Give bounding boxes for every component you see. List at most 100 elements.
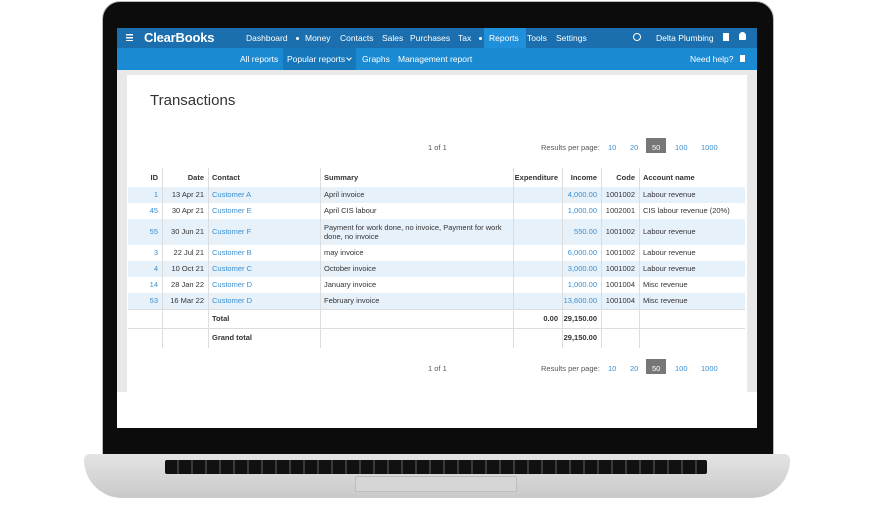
- cell-id[interactable]: 14: [149, 280, 158, 290]
- cell-income[interactable]: 6,000.00: [567, 248, 597, 258]
- cell-income[interactable]: 1,000.00: [567, 280, 597, 290]
- row-stripe: [128, 261, 745, 277]
- cell-summary: February invoice: [324, 296, 380, 306]
- nav-item[interactable]: Money: [305, 33, 331, 43]
- per-page-option[interactable]: 100: [675, 143, 688, 152]
- cell-contact[interactable]: Customer C: [212, 264, 253, 274]
- nav-item[interactable]: Contacts: [340, 33, 374, 43]
- per-page-label: Results per page:: [541, 143, 600, 152]
- column-header: Income: [570, 172, 597, 182]
- cell-income[interactable]: 550.00: [574, 227, 597, 237]
- subnav-item[interactable]: Popular reports: [287, 54, 346, 64]
- cell-income[interactable]: 3,000.00: [567, 264, 597, 274]
- column-line: [639, 168, 640, 348]
- per-page-option[interactable]: 10: [608, 364, 617, 373]
- per-page-option[interactable]: 50: [652, 143, 661, 152]
- total-income: 29,150.00: [563, 313, 597, 323]
- cell-contact[interactable]: Customer E: [212, 206, 252, 216]
- nav-item[interactable]: Purchases: [410, 33, 451, 43]
- cell-summary: April invoice: [324, 190, 365, 200]
- page-info: 1 of 1: [428, 143, 447, 152]
- company-name[interactable]: Delta Plumbing: [656, 33, 714, 43]
- nav-item[interactable]: Reports: [489, 33, 519, 43]
- cell-contact[interactable]: Customer A: [212, 190, 252, 200]
- per-page-option[interactable]: 20: [630, 143, 639, 152]
- cell-id[interactable]: 1: [153, 190, 158, 200]
- nav-item[interactable]: Tax: [458, 33, 472, 43]
- nav-item[interactable]: Dashboard: [246, 33, 288, 43]
- cell-code: 1001002: [605, 248, 635, 258]
- per-page-option[interactable]: 10: [608, 143, 617, 152]
- total-rule: [128, 328, 745, 329]
- subnav-item[interactable]: Graphs: [362, 54, 390, 64]
- column-line: [562, 168, 563, 348]
- help-icon[interactable]: [740, 55, 745, 62]
- cell-account: Labour revenue: [643, 190, 696, 200]
- cell-id[interactable]: 53: [149, 296, 158, 306]
- per-page-option[interactable]: 100: [675, 364, 688, 373]
- cell-summary: January invoice: [324, 280, 377, 290]
- cell-id[interactable]: 45: [149, 206, 158, 216]
- cell-contact[interactable]: Customer B: [212, 248, 252, 258]
- nav-dot: [479, 37, 482, 40]
- per-page-option[interactable]: 20: [630, 364, 639, 373]
- sub-nav-bar: [117, 48, 757, 70]
- column-line: [208, 168, 209, 348]
- cell-id[interactable]: 4: [153, 264, 158, 274]
- nav-active-bg: [484, 28, 526, 48]
- cell-account: Labour revenue: [643, 227, 696, 237]
- cell-summary: October invoice: [324, 264, 377, 274]
- bookmark-icon[interactable]: [723, 33, 729, 41]
- column-header: Code: [616, 172, 635, 182]
- cell-income[interactable]: 1,000.00: [567, 206, 597, 216]
- cell-code: 1002001: [605, 206, 635, 216]
- brand[interactable]: ClearBooks: [144, 30, 215, 45]
- cell-id[interactable]: 55: [149, 227, 158, 237]
- per-page-label: Results per page:: [541, 364, 600, 373]
- per-page-option[interactable]: 1000: [701, 364, 718, 373]
- nav-item[interactable]: Sales: [382, 33, 404, 43]
- column-header: Expenditure: [514, 172, 558, 182]
- cell-summary: Payment for work done, no invoice, Payme…: [324, 222, 502, 241]
- per-page-option[interactable]: 1000: [701, 143, 718, 152]
- cell-contact[interactable]: Customer D: [212, 280, 253, 290]
- total-label: Total: [212, 313, 230, 323]
- cell-income[interactable]: 13,600.00: [563, 296, 597, 306]
- column-line: [162, 168, 163, 348]
- cell-id[interactable]: 3: [153, 248, 158, 258]
- cell-account: CIS labour revenue (20%): [643, 206, 730, 216]
- menu-icon[interactable]: [126, 34, 133, 41]
- column-header: Account name: [643, 172, 695, 182]
- column-header: Contact: [212, 172, 240, 182]
- cell-code: 1001002: [605, 190, 635, 200]
- trackpad: [355, 476, 517, 492]
- cell-date: 13 Apr 21: [171, 190, 204, 200]
- cell-summary: April CIS labour: [324, 206, 377, 216]
- user-icon[interactable]: [739, 32, 746, 40]
- subnav-item[interactable]: Management report: [398, 54, 473, 64]
- column-header: ID: [150, 172, 159, 182]
- top-nav-bar: [117, 28, 757, 48]
- cell-contact[interactable]: Customer F: [212, 227, 252, 237]
- per-page-option[interactable]: 50: [652, 364, 661, 373]
- search-icon[interactable]: [633, 33, 641, 41]
- cell-code: 1001002: [605, 227, 635, 237]
- cell-code: 1001004: [605, 296, 635, 306]
- nav-item[interactable]: Tools: [527, 33, 547, 43]
- cell-date: 22 Jul 21: [173, 248, 204, 258]
- cell-date: 10 Oct 21: [171, 264, 204, 274]
- cell-account: Labour revenue: [643, 264, 696, 274]
- cell-contact[interactable]: Customer D: [212, 296, 253, 306]
- total-expenditure: 0.00: [543, 313, 558, 323]
- nav-item[interactable]: Settings: [556, 33, 587, 43]
- cell-account: Labour revenue: [643, 248, 696, 258]
- row-stripe: [128, 219, 745, 245]
- cell-income[interactable]: 4,000.00: [567, 190, 597, 200]
- subnav-item[interactable]: All reports: [240, 54, 279, 64]
- column-line: [513, 168, 514, 348]
- total-label: Grand total: [212, 333, 253, 343]
- cell-date: 30 Apr 21: [171, 206, 204, 216]
- help-link[interactable]: Need help?: [690, 54, 734, 64]
- cell-account: Misc revenue: [643, 296, 688, 306]
